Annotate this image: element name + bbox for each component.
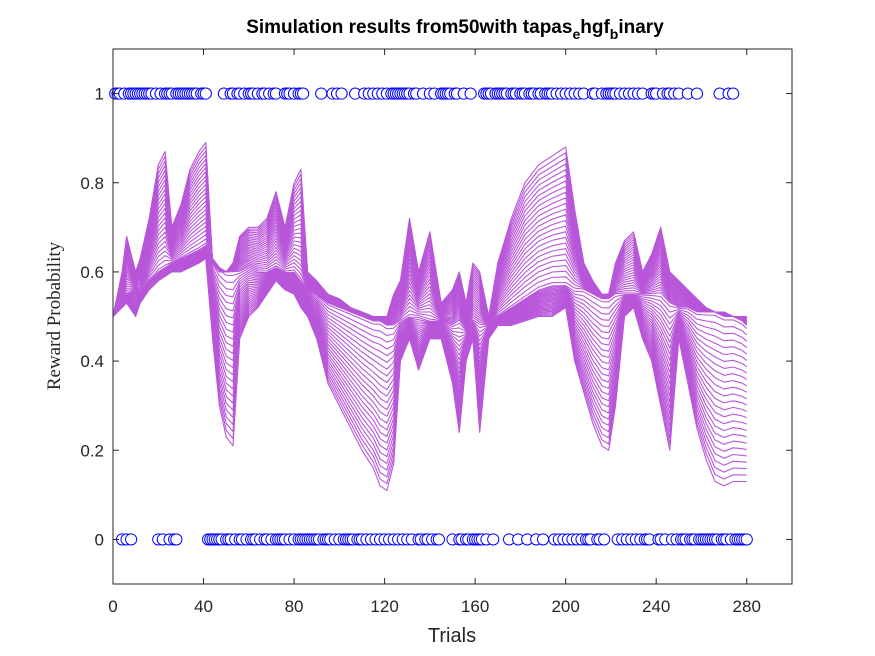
- chart-title: Simulation results from50with tapasehgfb…: [246, 17, 664, 42]
- x-tick-label: 120: [370, 597, 398, 616]
- simulation-lines: [112, 142, 748, 491]
- outcome-marker-0: [170, 533, 183, 546]
- simulation-line: [112, 253, 747, 431]
- y-tick-label: 0.6: [80, 263, 104, 282]
- simulation-line: [112, 229, 748, 327]
- simulation-line: [112, 251, 747, 417]
- outcome-marker-0: [740, 533, 753, 546]
- outcome-markers: [109, 87, 753, 546]
- outcome-marker-0: [598, 533, 611, 546]
- x-tick-label: 0: [108, 597, 117, 616]
- plot-area: 0 40 80 120 160 200 240 280 0 0.2 0.4 0.6 0.8 1: [80, 48, 793, 616]
- outcome-marker-0: [432, 533, 446, 546]
- outcome-marker-1: [199, 87, 212, 100]
- simulation-line: [112, 245, 748, 343]
- simulation-line: [112, 242, 748, 330]
- simulation-line: [112, 225, 748, 326]
- outcome-marker-1: [335, 87, 348, 100]
- simulation-line: [112, 249, 748, 384]
- chart-title-part-hgf: hgf: [580, 17, 610, 38]
- simulation-line: [112, 257, 747, 491]
- chart-title-main: Simulation results from50with tapas: [246, 17, 572, 38]
- outcome-marker-1: [315, 87, 328, 100]
- simulation-line: [112, 217, 748, 324]
- outcome-marker-0: [536, 533, 550, 546]
- simulation-line: [112, 244, 748, 332]
- y-tick-label: 1: [95, 85, 104, 104]
- simulation-line: [112, 221, 748, 325]
- simulation-line: [112, 254, 747, 444]
- axis-ticks: 0 40 80 120 160 200 240 280 0 0.2 0.4 0.6 0.8 1: [80, 49, 792, 616]
- y-tick-label: 0: [95, 530, 104, 549]
- y-tick-label: 0.8: [80, 174, 104, 193]
- chart-title-sub-e: e: [572, 26, 580, 42]
- outcome-marker-0: [125, 533, 138, 546]
- outcome-marker-1: [690, 87, 704, 100]
- y-tick-label: 0.2: [80, 441, 104, 460]
- x-tick-label: 200: [551, 597, 579, 616]
- x-axis-label: Trials: [428, 625, 476, 647]
- outcome-marker-1: [464, 87, 477, 100]
- chart-title-sub-b: b: [610, 26, 619, 42]
- outcome-marker-0: [487, 533, 500, 546]
- simulation-line: [112, 213, 748, 324]
- x-tick-label: 40: [194, 597, 213, 616]
- x-tick-label: 160: [461, 597, 489, 616]
- simulation-line: [112, 248, 748, 370]
- y-tick-label: 0.4: [80, 352, 104, 371]
- x-tick-label: 280: [733, 597, 761, 616]
- x-tick-label: 80: [285, 597, 304, 616]
- simulation-line: [112, 255, 747, 458]
- outcome-marker-1: [297, 87, 310, 100]
- simulation-line: [112, 247, 748, 357]
- x-tick-label: 240: [642, 597, 670, 616]
- chart-title-part-inary: inary: [618, 17, 664, 38]
- simulation-line: [112, 250, 747, 404]
- simulation-line: [112, 238, 748, 329]
- y-axis-label: Reward Probability: [44, 241, 65, 390]
- outcome-marker-1: [727, 87, 740, 100]
- axes-box: [112, 48, 793, 585]
- simulation-line: [112, 234, 748, 328]
